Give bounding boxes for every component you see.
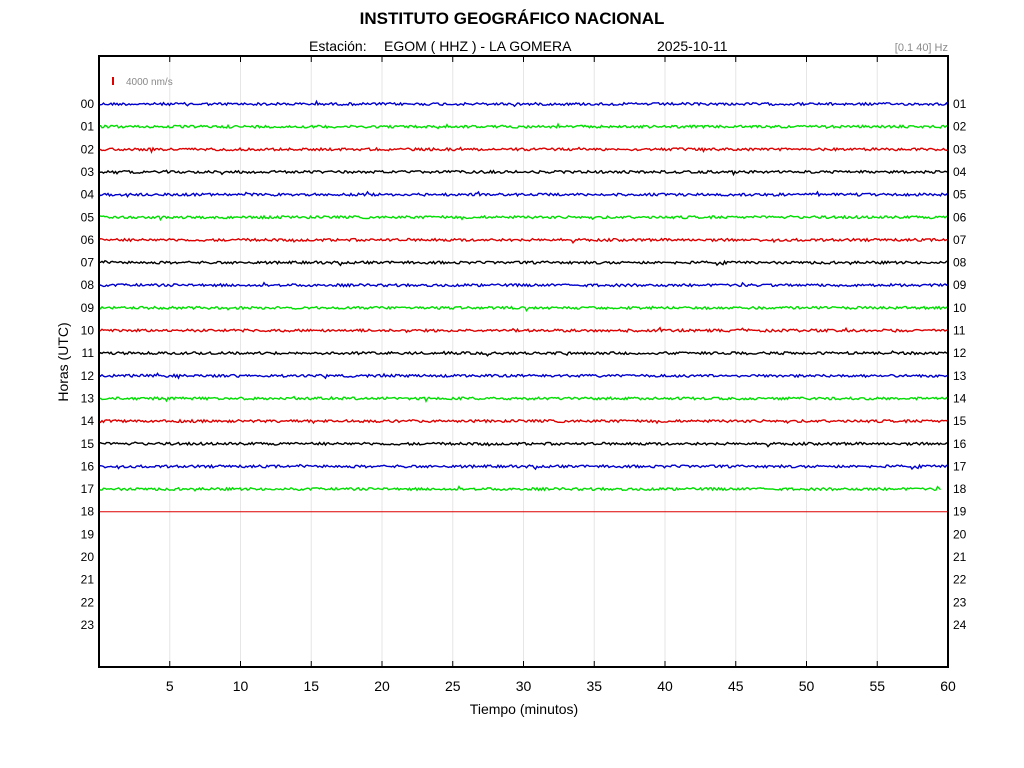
y-tick-label-right: 23 bbox=[953, 595, 967, 609]
trace-hour-11 bbox=[98, 350, 949, 357]
y-tick-label-left: 23 bbox=[81, 618, 95, 632]
y-tick-label-left: 07 bbox=[81, 256, 95, 270]
trace-hour-05 bbox=[98, 214, 949, 222]
vertical-grid bbox=[169, 56, 878, 667]
x-tick-label: 55 bbox=[869, 678, 885, 694]
trace-hour-03 bbox=[98, 169, 949, 177]
x-tick-label: 45 bbox=[728, 678, 744, 694]
y-tick-label-left: 03 bbox=[81, 165, 95, 179]
y-tick-label-right: 19 bbox=[953, 505, 967, 519]
y-tick-label-left: 22 bbox=[81, 595, 95, 609]
x-tick-label: 10 bbox=[233, 678, 249, 694]
x-tick-label: 35 bbox=[586, 678, 602, 694]
y-tick-label-left: 02 bbox=[81, 142, 95, 156]
y-tick-label-right: 08 bbox=[953, 256, 967, 270]
y-tick-label-right: 01 bbox=[953, 97, 967, 111]
y-tick-label-left: 05 bbox=[81, 210, 95, 224]
x-tick-label: 25 bbox=[445, 678, 461, 694]
y-tick-label-right: 14 bbox=[953, 391, 967, 405]
station-name: EGOM ( HHZ ) - LA GOMERA bbox=[384, 38, 572, 54]
y-tick-label-left: 14 bbox=[81, 414, 95, 428]
trace-hour-15 bbox=[98, 441, 948, 448]
y-tick-label-right: 17 bbox=[953, 459, 967, 473]
trace-hour-13 bbox=[98, 395, 949, 403]
x-axis-ticks: 5 10 15 20 25 30 35 40 45 50 55 60 bbox=[166, 56, 956, 694]
y-tick-label-left: 21 bbox=[81, 573, 95, 587]
x-tick-label: 40 bbox=[657, 678, 673, 694]
trace-hour-08 bbox=[98, 281, 949, 288]
y-tick-label-right: 22 bbox=[953, 573, 967, 587]
y-tick-label-right: 15 bbox=[953, 414, 967, 428]
trace-hour-06 bbox=[98, 237, 949, 244]
trace-hour-00 bbox=[98, 99, 949, 108]
trace-hour-02 bbox=[98, 146, 949, 154]
scale-bar: 4000 nm/s bbox=[112, 77, 173, 88]
y-tick-label-right: 12 bbox=[953, 346, 967, 360]
y-tick-label-right: 10 bbox=[953, 301, 967, 315]
y-tick-label-left: 01 bbox=[81, 120, 95, 134]
x-tick-label: 60 bbox=[940, 678, 956, 694]
trace-hour-12 bbox=[98, 372, 949, 380]
record-date: 2025-10-11 bbox=[657, 38, 728, 54]
x-tick-label: 5 bbox=[166, 678, 174, 694]
y-tick-label-right: 18 bbox=[953, 482, 967, 496]
y-tick-label-left: 17 bbox=[81, 482, 95, 496]
trace-hour-17 bbox=[98, 485, 942, 492]
x-tick-label: 50 bbox=[799, 678, 815, 694]
x-tick-label: 30 bbox=[516, 678, 532, 694]
y-tick-label-right: 03 bbox=[953, 142, 967, 156]
trace-hour-09 bbox=[98, 305, 949, 313]
y-axis-title: Horas (UTC) bbox=[55, 322, 71, 401]
y-axis-labels-left: 00 01 02 03 04 05 06 07 08 09 10 11 12 13 14 15 16 17 18 19… bbox=[81, 97, 95, 632]
trace-hour-01 bbox=[98, 122, 949, 130]
y-tick-label-left: 19 bbox=[81, 527, 95, 541]
seismic-traces bbox=[98, 99, 949, 513]
y-tick-label-left: 16 bbox=[81, 459, 95, 473]
filter-band: [0.1 40] Hz bbox=[894, 42, 948, 54]
y-tick-label-right: 04 bbox=[953, 165, 967, 179]
y-tick-label-right: 11 bbox=[953, 324, 966, 338]
trace-hour-10 bbox=[98, 326, 949, 334]
x-tick-label: 20 bbox=[374, 678, 390, 694]
y-tick-label-left: 15 bbox=[81, 437, 95, 451]
y-tick-label-right: 06 bbox=[953, 210, 967, 224]
y-tick-label-left: 13 bbox=[81, 391, 95, 405]
y-tick-label-left: 08 bbox=[81, 278, 95, 292]
y-tick-label-right: 02 bbox=[953, 120, 967, 134]
y-tick-label-left: 10 bbox=[81, 324, 95, 338]
y-tick-label-right: 21 bbox=[953, 550, 967, 564]
page-title: INSTITUTO GEOGRÁFICO NACIONAL bbox=[359, 9, 665, 28]
y-axis-labels-right: 01 02 03 04 05 06 07 08 09 10 11 12 13 14 15 16 17 18 19 20… bbox=[953, 97, 967, 632]
y-tick-label-right: 09 bbox=[953, 278, 967, 292]
y-tick-label-left: 04 bbox=[81, 188, 95, 202]
y-tick-label-left: 18 bbox=[81, 505, 95, 519]
x-axis-title: Tiempo (minutos) bbox=[470, 701, 578, 717]
y-tick-label-left: 11 bbox=[82, 346, 95, 360]
y-tick-label-left: 20 bbox=[81, 550, 95, 564]
y-tick-label-left: 12 bbox=[81, 369, 95, 383]
y-tick-label-left: 06 bbox=[81, 233, 95, 247]
station-label: Estación: bbox=[309, 38, 367, 54]
y-tick-label-right: 20 bbox=[953, 527, 967, 541]
trace-hour-04 bbox=[98, 190, 949, 199]
y-tick-label-right: 07 bbox=[953, 233, 967, 247]
trace-hour-07 bbox=[98, 259, 949, 267]
y-tick-label-right: 05 bbox=[953, 188, 967, 202]
y-tick-label-right: 24 bbox=[953, 618, 967, 632]
y-tick-label-left: 00 bbox=[81, 97, 95, 111]
trace-hour-16 bbox=[98, 463, 949, 471]
scale-bar-label: 4000 nm/s bbox=[126, 77, 173, 88]
trace-hour-14 bbox=[98, 418, 949, 425]
y-tick-label-left: 09 bbox=[81, 301, 95, 315]
x-tick-label: 15 bbox=[303, 678, 319, 694]
y-tick-label-right: 13 bbox=[953, 369, 967, 383]
y-tick-label-right: 16 bbox=[953, 437, 967, 451]
